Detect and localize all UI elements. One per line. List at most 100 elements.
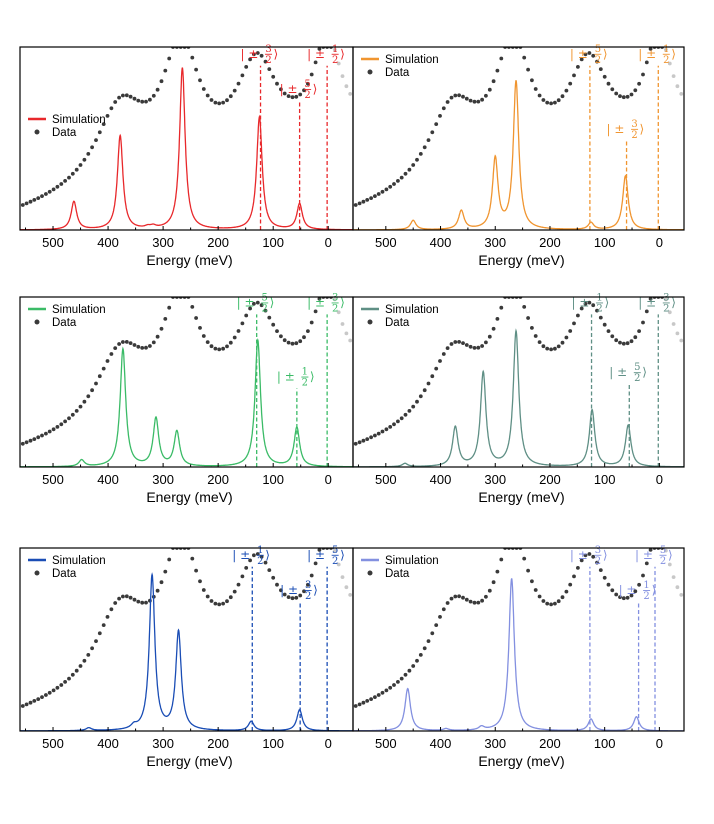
level-label: | ± 12 ⟩ (232, 545, 270, 567)
data-point (336, 61, 341, 66)
data-point (369, 697, 373, 701)
data-point (380, 429, 385, 434)
data-point (128, 595, 133, 600)
data-point (388, 184, 393, 189)
data-point (564, 88, 569, 93)
level-label-suffix: ⟩ (340, 295, 345, 309)
data-point (340, 575, 345, 579)
data-point (32, 437, 37, 441)
x-tick-label: 100 (594, 472, 616, 487)
data-point (411, 404, 416, 409)
data-point (298, 92, 303, 97)
data-point (434, 623, 439, 627)
data-point (190, 55, 195, 60)
legend-data-label: Data (52, 127, 77, 139)
data-point (298, 339, 303, 344)
data-point (403, 171, 408, 176)
data-point (572, 321, 576, 326)
data-point (411, 664, 416, 668)
data-point (259, 303, 264, 308)
legend-simulation-label: Simulation (52, 304, 106, 316)
legend-data-label: Data (385, 67, 410, 79)
legend-simulation-label: Simulation (385, 555, 439, 567)
data-point (499, 305, 504, 310)
data-point (618, 94, 622, 98)
data-point (560, 340, 565, 345)
data-point (213, 346, 218, 351)
data-point (136, 98, 141, 103)
x-tick-label: 100 (262, 736, 284, 751)
data-point (464, 343, 469, 347)
data-point (526, 67, 530, 72)
data-point (487, 334, 492, 339)
data-point (533, 588, 538, 592)
level-label-numerator: 3 (595, 545, 601, 556)
data-point (28, 700, 33, 705)
data-point (282, 592, 287, 597)
data-point (59, 683, 64, 687)
data-point (159, 79, 164, 84)
level-label-suffix: ⟩ (671, 47, 676, 61)
data-point (248, 558, 253, 563)
data-point (396, 419, 400, 424)
data-point (361, 700, 366, 705)
level-label-suffix: ⟩ (310, 370, 315, 384)
data-point (641, 573, 645, 578)
data-point (476, 99, 481, 104)
data-point (587, 300, 592, 305)
data-point (313, 561, 318, 566)
data-point (190, 556, 195, 561)
legend-simulation-label: Simulation (52, 555, 106, 567)
data-point (348, 593, 353, 597)
data-point (591, 303, 596, 308)
data-point (213, 601, 218, 606)
data-point (20, 203, 25, 207)
data-point (194, 568, 199, 573)
data-point (480, 598, 484, 603)
data-point (275, 81, 279, 86)
data-point (602, 74, 607, 79)
level-label-numerator: 3 (332, 292, 338, 303)
x-tick-label: 200 (539, 472, 561, 487)
data-point (637, 582, 641, 587)
data-point (568, 582, 573, 587)
data-point (140, 346, 145, 350)
data-point (641, 320, 645, 325)
data-point (396, 680, 400, 684)
data-point (217, 101, 222, 106)
data-point (225, 599, 229, 604)
data-point (217, 602, 222, 607)
data-point (583, 301, 588, 306)
data-point (648, 297, 653, 301)
data-point (44, 693, 48, 697)
level-label-suffix: ⟩ (340, 548, 345, 562)
data-point (163, 569, 168, 574)
data-point (159, 326, 164, 331)
data-point (59, 182, 64, 186)
simulation-line (20, 338, 353, 467)
data-point (282, 91, 287, 96)
data-point (644, 309, 649, 314)
data-point (579, 306, 584, 311)
data-point (560, 94, 565, 99)
data-point (82, 399, 87, 404)
level-label: | ± 32 ⟩ (570, 545, 608, 567)
data-point (576, 65, 580, 69)
data-point (286, 340, 291, 345)
data-point (671, 575, 676, 579)
level-label-denominator: 2 (332, 303, 338, 314)
x-tick-label: 500 (42, 736, 64, 751)
data-point (461, 595, 465, 600)
data-point (441, 607, 446, 612)
data-point (457, 340, 461, 344)
x-tick-label: 0 (325, 736, 332, 751)
level-label-denominator: 2 (305, 591, 311, 602)
data-point (499, 56, 504, 61)
data-point (556, 98, 561, 103)
data-point (198, 579, 202, 584)
data-point (438, 114, 442, 118)
data-point (221, 346, 226, 351)
data-point (591, 554, 596, 559)
chart-panel-6: | ±32 ⟩| ±12 ⟩| ±52 ⟩500 400 300 200 100 0Energy… (352, 545, 685, 769)
